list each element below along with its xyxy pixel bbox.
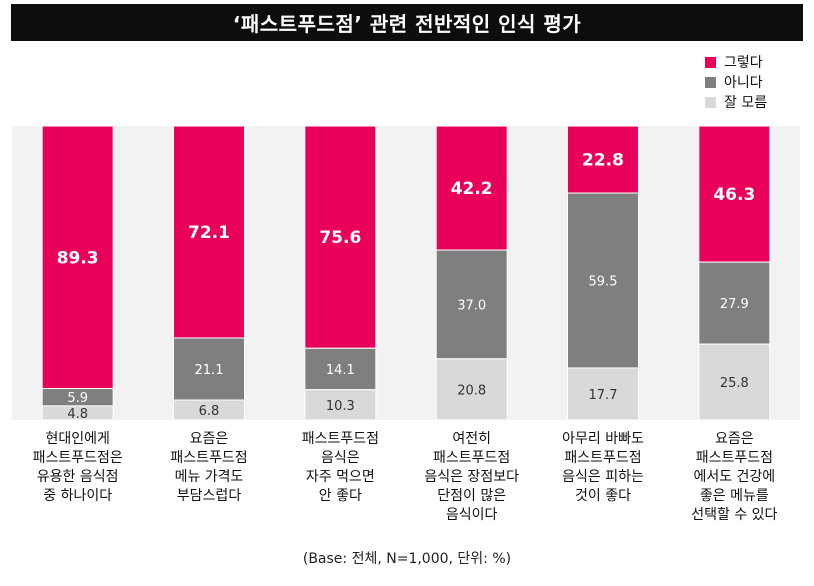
value-label-unsure-5: 17.7	[589, 388, 618, 403]
legend-item-disagree: 아니다	[705, 72, 767, 92]
category-label-line: 현대인에게	[45, 431, 109, 447]
value-label-agree-3: 75.6	[319, 228, 361, 248]
bar-segment-agree-3	[304, 125, 377, 349]
category-label-line: 음식은 피하는	[562, 469, 644, 485]
bar-segment-disagree-3	[304, 347, 377, 391]
category-label-line: 패스트푸드점	[696, 450, 773, 466]
category-label-line: 요즘은	[190, 431, 229, 447]
category-label-line: 패스트푸드점	[564, 450, 641, 466]
value-label-agree-2: 72.1	[188, 223, 230, 243]
legend-swatch-unsure	[705, 96, 716, 108]
chart-title: ‘패스트푸드점’ 관련 전반적인 인식 평가	[11, 4, 803, 41]
value-label-unsure-1: 4.8	[67, 407, 88, 422]
category-label-line: 음식은 장점보다	[424, 469, 519, 485]
legend-label-unsure: 잘 모름	[724, 95, 768, 111]
bar-segment-disagree-4	[435, 249, 508, 360]
value-label-disagree-4: 37.0	[457, 298, 486, 313]
value-label-unsure-3: 10.3	[326, 399, 355, 414]
category-label-line: 중 하나이다	[43, 488, 112, 504]
legend-item-agree: 그렇다	[705, 52, 767, 72]
value-label-disagree-1: 5.9	[67, 391, 88, 406]
bar-segment-unsure-5	[567, 367, 639, 421]
category-label-line: 음식이다	[446, 507, 498, 523]
category-label-line: 자주 먹으면	[306, 469, 375, 485]
bar-segment-agree-6	[698, 125, 771, 263]
bar-segment-unsure-6	[698, 343, 771, 421]
category-label-line: 부담스럽다	[177, 488, 242, 504]
category-label-line: 에서도 건강에	[693, 469, 775, 485]
category-label-line: 아무리 바빠도	[562, 431, 644, 447]
bar-segment-disagree-6	[698, 261, 771, 345]
plot-background	[12, 126, 800, 420]
value-label-agree-5: 22.8	[582, 151, 624, 171]
legend-label-disagree: 아니다	[724, 75, 763, 91]
legend: 그렇다 아니다 잘 모름	[705, 52, 767, 112]
value-label-unsure-2: 6.8	[199, 404, 220, 419]
bar-segment-disagree-2	[173, 337, 245, 401]
category-label-line: 패스트푸드점	[433, 450, 510, 466]
category-label-line: 패스트푸드점은	[33, 450, 123, 466]
legend-item-unsure: 잘 모름	[705, 92, 767, 112]
value-label-agree-4: 42.2	[451, 179, 493, 199]
category-label-line: 음식은	[321, 450, 360, 466]
category-label-line: 여전히	[452, 431, 491, 447]
legend-swatch-agree	[705, 56, 716, 68]
bar-segment-unsure-1	[41, 405, 114, 421]
category-label-line: 패스트푸드점	[302, 431, 379, 447]
value-label-agree-6: 46.3	[713, 185, 755, 205]
bar-segment-disagree-5	[567, 192, 639, 369]
category-label-line: 요즘은	[715, 431, 754, 447]
value-label-disagree-3: 14.1	[326, 363, 355, 378]
value-label-unsure-4: 20.8	[457, 383, 486, 398]
value-label-disagree-6: 27.9	[720, 297, 749, 312]
legend-swatch-disagree	[705, 76, 716, 88]
value-label-disagree-5: 59.5	[589, 274, 618, 289]
category-label-line: 것이 좋다	[575, 488, 631, 504]
bar-segment-unsure-3	[304, 389, 377, 421]
category-label-line: 안 좋다	[319, 488, 362, 504]
category-label-line: 선택할 수 있다	[691, 507, 777, 523]
bar-segment-unsure-4	[435, 358, 508, 421]
bar-segment-unsure-2	[173, 399, 245, 421]
category-label-line: 유용한 음식점	[37, 469, 119, 485]
category-label-line: 패스트푸드점	[170, 450, 247, 466]
category-label-line: 단점이 많은	[437, 488, 506, 504]
bar-segment-agree-2	[173, 125, 245, 339]
bar-segment-agree-1	[41, 125, 114, 390]
bar-segment-agree-4	[435, 125, 508, 251]
category-label-line: 좋은 메뉴를	[700, 488, 769, 504]
value-label-agree-1: 89.3	[57, 248, 99, 268]
footnote: (Base: 전체, N=1,000, 단위: %)	[302, 551, 512, 567]
value-label-unsure-6: 25.8	[720, 376, 749, 391]
value-label-disagree-2: 21.1	[195, 363, 224, 378]
category-label-line: 메뉴 가격도	[175, 469, 244, 485]
legend-label-agree: 그렇다	[724, 55, 763, 71]
